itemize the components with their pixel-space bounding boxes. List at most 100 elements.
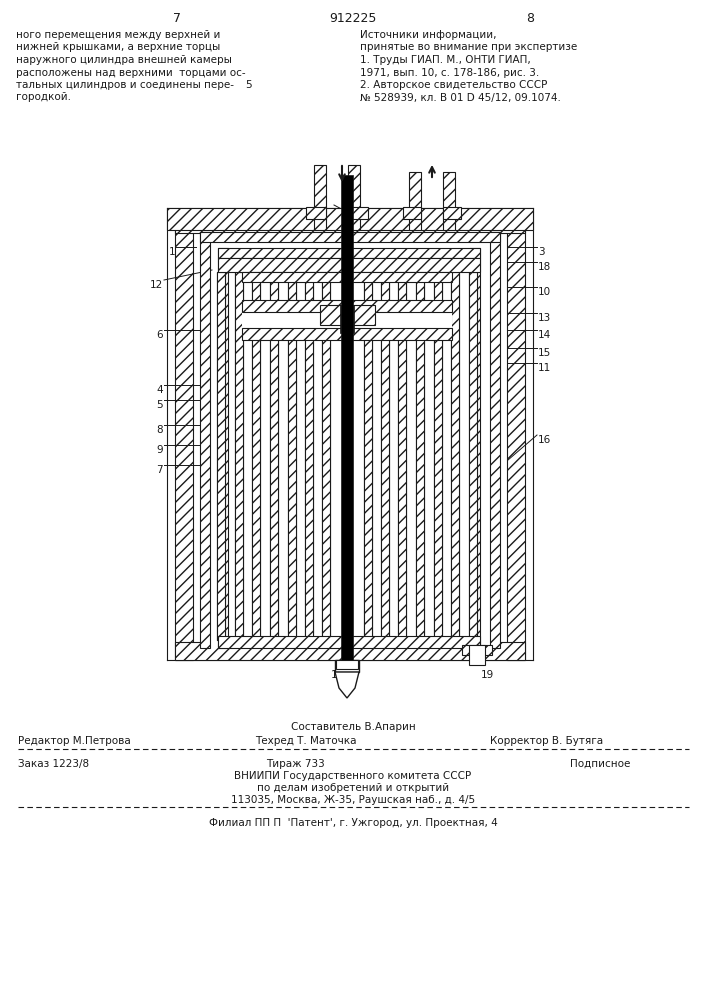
Bar	[348, 207, 368, 219]
Bar	[469, 272, 477, 640]
Bar	[252, 272, 260, 640]
Bar	[175, 215, 193, 660]
Text: Источники информации,: Источники информации,	[360, 30, 496, 40]
Bar	[403, 207, 421, 219]
Text: 14: 14	[538, 330, 551, 340]
Text: 7: 7	[156, 465, 163, 475]
Bar	[451, 272, 459, 640]
Bar	[314, 165, 326, 230]
Text: 17: 17	[330, 670, 344, 680]
Text: 10: 10	[538, 287, 551, 297]
Bar	[416, 272, 424, 640]
Bar	[469, 645, 485, 665]
Bar	[364, 272, 372, 640]
Bar	[228, 272, 470, 640]
Bar	[235, 272, 243, 640]
Text: Подписное: Подписное	[570, 759, 630, 769]
Text: Заказ 1223/8: Заказ 1223/8	[18, 759, 89, 769]
Text: ВНИИПИ Государственного комитета СССР: ВНИИПИ Государственного комитета СССР	[235, 771, 472, 781]
Bar	[167, 208, 533, 230]
Text: тальных цилиндров и соединены пере-: тальных цилиндров и соединены пере-	[16, 80, 234, 90]
Bar	[398, 272, 406, 640]
Bar	[200, 232, 210, 648]
Text: нижней крышками, а верхние торцы: нижней крышками, а верхние торцы	[16, 42, 221, 52]
Text: 18: 18	[538, 262, 551, 272]
Bar	[175, 215, 525, 233]
Text: 19: 19	[480, 670, 493, 680]
Text: Тираж 733: Тираж 733	[266, 759, 325, 769]
Bar	[462, 645, 492, 655]
Bar	[341, 175, 353, 660]
Text: принятые во внимание при экспертизе: принятые во внимание при экспертизе	[360, 42, 577, 52]
Bar	[306, 207, 326, 219]
Bar	[193, 230, 507, 642]
Text: Техред Т. Маточка: Техред Т. Маточка	[255, 736, 356, 746]
Bar	[242, 328, 452, 340]
Bar	[242, 300, 452, 312]
Bar	[507, 215, 525, 660]
Bar	[322, 272, 330, 640]
Bar	[218, 258, 480, 272]
Bar	[288, 272, 296, 640]
Bar	[242, 312, 452, 328]
Text: 8: 8	[526, 12, 534, 25]
Bar	[175, 642, 525, 660]
Bar	[235, 272, 243, 640]
Text: 7: 7	[173, 12, 181, 25]
Bar	[320, 305, 375, 325]
Text: № 528939, кл. В 01 D 45/12, 09.1074.: № 528939, кл. В 01 D 45/12, 09.1074.	[360, 93, 561, 103]
Bar	[335, 660, 359, 672]
Bar	[490, 232, 500, 648]
Bar	[217, 272, 225, 640]
Bar	[218, 248, 228, 648]
Bar	[305, 272, 313, 640]
Text: 8: 8	[156, 425, 163, 435]
Bar	[381, 272, 389, 640]
Bar	[434, 272, 442, 640]
Bar	[218, 248, 480, 258]
Text: 4: 4	[156, 385, 163, 395]
Bar	[469, 272, 477, 640]
Text: 1: 1	[168, 247, 175, 257]
Bar	[210, 242, 490, 648]
Polygon shape	[335, 672, 359, 698]
Bar	[381, 272, 389, 640]
Bar	[398, 272, 406, 640]
Text: 912225: 912225	[329, 12, 377, 25]
Bar	[443, 207, 461, 219]
Text: по делам изобретений и открытий: по делам изобретений и открытий	[257, 783, 449, 793]
Bar	[270, 272, 278, 640]
Text: 16: 16	[538, 435, 551, 445]
Bar	[322, 272, 330, 640]
Text: Филиал ПП П  'Патент', г. Ужгород, ул. Проектная, 4: Филиал ПП П 'Патент', г. Ужгород, ул. Пр…	[209, 818, 498, 828]
Text: 2. Авторское свидетельство СССР: 2. Авторское свидетельство СССР	[360, 80, 547, 90]
Text: расположены над верхними  торцами ос-: расположены над верхними торцами ос-	[16, 68, 245, 78]
Bar	[217, 272, 225, 640]
Text: городкой.: городкой.	[16, 93, 71, 103]
Bar	[348, 165, 360, 230]
Text: 2: 2	[342, 213, 349, 223]
Text: 9: 9	[156, 445, 163, 455]
Text: наружного цилиндра внешней камеры: наружного цилиндра внешней камеры	[16, 55, 232, 65]
Text: 15: 15	[538, 348, 551, 358]
Bar	[409, 172, 421, 230]
Text: ного перемещения между верхней и: ного перемещения между верхней и	[16, 30, 221, 40]
Text: 5: 5	[245, 80, 251, 90]
Bar	[340, 305, 354, 333]
Bar	[252, 272, 260, 640]
Text: 1971, вып. 10, с. 178-186, рис. 3.: 1971, вып. 10, с. 178-186, рис. 3.	[360, 68, 539, 78]
Text: Корректор В. Бутяга: Корректор В. Бутяга	[490, 736, 603, 746]
Bar	[434, 272, 442, 640]
Bar	[228, 258, 470, 648]
Text: 1. Труды ГИАП. М., ОНТИ ГИАП,: 1. Труды ГИАП. М., ОНТИ ГИАП,	[360, 55, 531, 65]
Bar	[288, 272, 296, 640]
Text: 6: 6	[156, 330, 163, 340]
Text: 12: 12	[150, 280, 163, 290]
Bar	[364, 272, 372, 640]
Text: 113035, Москва, Ж-35, Раушская наб., д. 4/5: 113035, Москва, Ж-35, Раушская наб., д. …	[231, 795, 475, 805]
Bar	[218, 636, 480, 648]
Bar	[305, 272, 313, 640]
Text: Редактор М.Петрова: Редактор М.Петрова	[18, 736, 131, 746]
Bar	[416, 272, 424, 640]
Text: 3: 3	[538, 247, 544, 257]
